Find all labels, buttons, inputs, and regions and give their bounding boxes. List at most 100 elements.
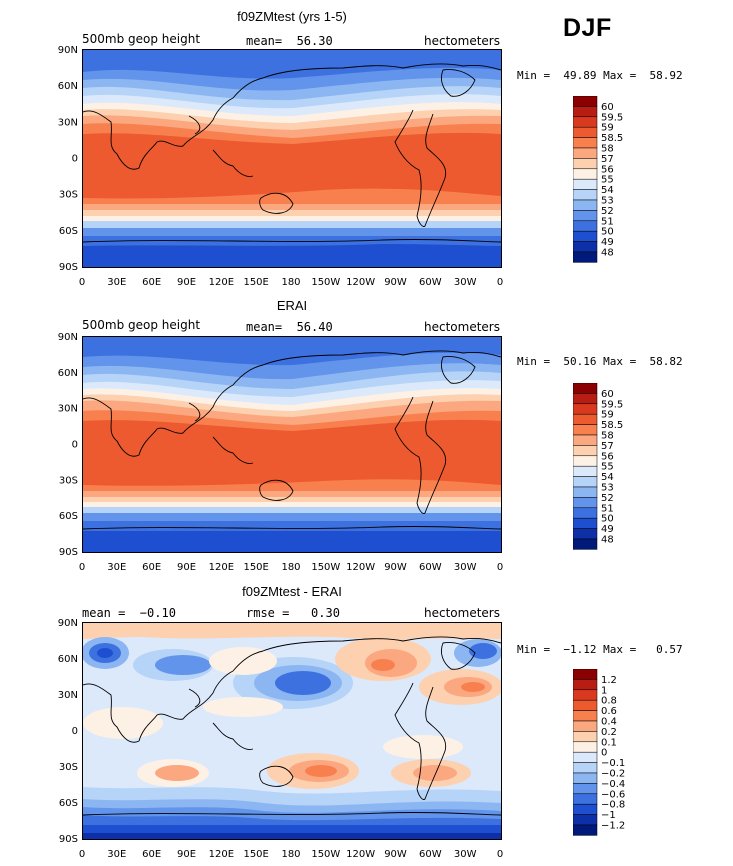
y-tick-label: 90N (58, 332, 78, 343)
y-tick-label: 30N (58, 117, 78, 128)
colorbar-label: 48 (601, 248, 614, 259)
colorbar-label: 53 (601, 483, 614, 494)
colorbar-label: 55 (601, 462, 614, 473)
colorbar-swatch (572, 497, 598, 509)
x-tick-label: 0 (497, 562, 503, 573)
field-contours (83, 623, 501, 839)
colorbar-swatch (572, 189, 598, 201)
y-tick-label: 30S (59, 475, 78, 486)
y-tick-label: 90S (59, 547, 78, 558)
x-tick-label: 90W (384, 849, 407, 860)
x-tick-label: 60W (419, 849, 442, 860)
colorbar-swatch (572, 220, 598, 232)
colorbar-label: −0.6 (601, 789, 625, 800)
x-tick-label: 120W (346, 277, 375, 288)
x-tick-label: 90E (177, 277, 196, 288)
colorbar-label: 53 (601, 196, 614, 207)
y-axis-labels: 90N 60N 30N 0 30S 60S 90S (58, 45, 78, 273)
colorbar-swatch (572, 95, 598, 107)
colorbar-swatch (572, 424, 598, 436)
center-subtitle: mean= 56.40 (246, 320, 333, 334)
colorbar-swatch (572, 455, 598, 467)
x-tick-label: 180 (281, 849, 300, 860)
y-tick-label: 90S (59, 262, 78, 273)
colorbar-label: 60 (601, 102, 614, 113)
x-tick-label: 150E (243, 277, 268, 288)
colorbar-swatch (572, 230, 598, 242)
colorbar-label: 52 (601, 206, 614, 217)
colorbar-label: 48 (601, 535, 614, 546)
colorbar-label: −1.2 (601, 821, 625, 832)
colorbar-swatch (572, 465, 598, 477)
colorbar: 60 59.5 59 58.5 58 57 56 55 54 53 52 51 50 49 48 (572, 382, 653, 558)
colorbar-swatch (572, 486, 598, 498)
colorbar-label: 57 (601, 154, 614, 165)
colorbar-swatch (572, 741, 598, 753)
map-plot-model (82, 49, 502, 268)
colorbar-label: 0.1 (601, 737, 617, 748)
colorbar-swatch (572, 517, 598, 529)
y-tick-label: 30N (58, 404, 78, 415)
x-tick-label: 30E (107, 562, 126, 573)
colorbar-label: 50 (601, 514, 614, 525)
x-tick-label: 90W (384, 277, 407, 288)
colorbar-label: 59.5 (601, 399, 623, 410)
x-tick-label: 0 (79, 849, 85, 860)
colorbar-label: 60 (601, 389, 614, 400)
colorbar-label: 58.5 (601, 420, 623, 431)
colorbar-swatch (572, 251, 598, 263)
y-tick-label: 60S (59, 798, 78, 809)
x-axis-labels: 0 30E 60E 90E 120E 150E 180 150W 120W 90W 60W 30W 0 (79, 562, 503, 573)
min-max-stats: Min = −1.12 Max = 0.57 (517, 643, 683, 656)
colorbar-swatch (572, 241, 598, 253)
y-tick-label: 60S (59, 511, 78, 522)
colorbar-swatch (572, 679, 598, 691)
colorbar-swatch (572, 434, 598, 446)
colorbar-label: 0.8 (601, 696, 617, 707)
min-max-stats: Min = 50.16 Max = 58.82 (517, 355, 683, 368)
y-tick-label: 90N (58, 45, 78, 56)
x-tick-label: 120E (209, 562, 234, 573)
x-tick-label: 60W (419, 277, 442, 288)
colorbar-label: −1 (601, 810, 616, 821)
colorbar-label: 58 (601, 431, 614, 442)
colorbar-swatch (572, 476, 598, 488)
colorbar-label: 1.2 (601, 675, 617, 686)
x-tick-label: 60E (142, 277, 161, 288)
colorbar: 1.2 1 0.8 0.6 0.4 0.2 0.1 0 −0.1 −0.2 −0.4 −0.6 −0.8… (572, 668, 653, 844)
colorbar-label: 58 (601, 144, 614, 155)
x-tick-label: 60W (419, 562, 442, 573)
colorbar-swatch (572, 106, 598, 118)
colorbar-swatch (572, 538, 598, 550)
min-max-stats: Min = 49.89 Max = 58.92 (517, 69, 683, 82)
center-subtitle: rmse = 0.30 (246, 606, 340, 620)
colorbar-label: 54 (601, 472, 614, 483)
y-tick-label: 30S (59, 190, 78, 201)
colorbar-swatch (572, 772, 598, 784)
right-subtitle: hectometers (424, 606, 500, 620)
map-plot-reanalysis (82, 336, 502, 553)
x-tick-label: 0 (497, 849, 503, 860)
right-subtitle: hectometers (424, 34, 500, 48)
colorbar-label: −0.8 (601, 800, 625, 811)
y-tick-label: 60N (58, 81, 78, 92)
colorbar-swatch (572, 116, 598, 128)
colorbar-swatch (572, 528, 598, 540)
colorbar-label: −0.4 (601, 779, 625, 790)
colorbar-swatch (572, 699, 598, 711)
left-subtitle: 500mb geop height (82, 32, 201, 46)
x-tick-label: 180 (281, 562, 300, 573)
colorbar-label: 51 (601, 503, 614, 514)
colorbar: 60 59.5 59 58.5 58 57 56 55 54 53 52 51 50 49 48 (572, 95, 653, 271)
colorbar-swatch (572, 803, 598, 815)
colorbar-label: 54 (601, 185, 614, 196)
x-tick-label: 60E (142, 849, 161, 860)
y-tick-label: 30N (58, 690, 78, 701)
panel-title: f09ZMtest (yrs 1-5) (237, 9, 347, 24)
x-tick-label: 150W (311, 849, 340, 860)
x-tick-label: 150W (311, 562, 340, 573)
y-tick-label: 60N (58, 368, 78, 379)
colorbar-swatch (572, 720, 598, 732)
y-tick-label: 90S (59, 834, 78, 845)
season-label: DJF (563, 14, 612, 42)
